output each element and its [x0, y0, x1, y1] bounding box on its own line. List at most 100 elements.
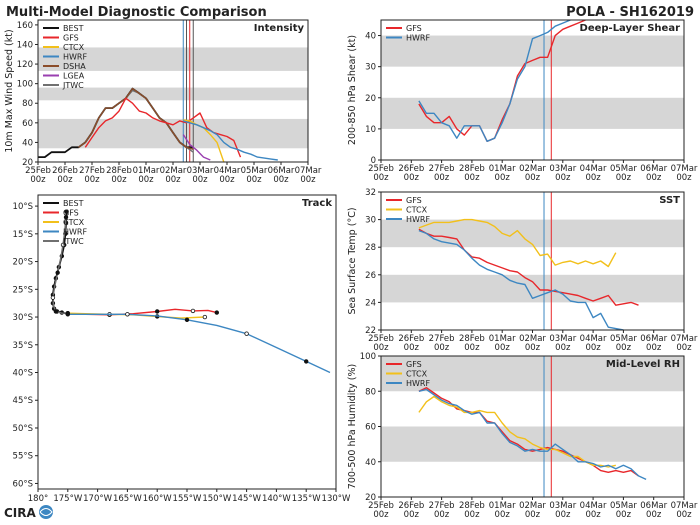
shear-ytick-label: 40	[365, 32, 376, 42]
sst-ytick-label: 28	[365, 243, 376, 253]
intensity-xtick-sublabel: 00z	[30, 175, 46, 185]
shear-xtick-sublabel: 00z	[676, 173, 692, 183]
sst-legend-label: HWRF	[406, 215, 430, 224]
track-xtick-label: 155°W	[173, 494, 202, 504]
rh-legend-label: CTCX	[406, 370, 428, 379]
track-ytick-label: 30°S	[13, 313, 33, 323]
intensity-xtick-label: 07Mar	[295, 166, 322, 176]
shear-ytick-label: 10	[365, 125, 376, 135]
shear-xtick-sublabel: 00z	[464, 173, 480, 183]
track-legend-label: GFS	[63, 209, 79, 218]
sst-xtick-label: 07Mar	[671, 334, 698, 344]
intensity-xtick-label: 02Mar	[160, 166, 187, 176]
track-legend-label: CTCX	[63, 218, 85, 227]
intensity-xtick-sublabel: 00z	[138, 175, 154, 185]
sst-xtick-label: 04Mar	[580, 334, 607, 344]
shear-ytick-label: 20	[365, 94, 376, 104]
rh-ytick-label: 60	[365, 423, 376, 433]
intensity-xtick-sublabel: 00z	[192, 175, 208, 185]
rh-xtick-label: 03Mar	[549, 501, 576, 511]
track-point-jtwc	[60, 242, 66, 248]
storm-id: POLA - SH162019	[566, 5, 694, 20]
figure-title: Multi-Model Diagnostic Comparison	[6, 5, 267, 20]
shear-xtick-sublabel: 00z	[434, 173, 450, 183]
rh-ylabel: 700-500 hPa Humidity (%)	[347, 364, 358, 489]
track-xtick-label: 165°W	[113, 494, 142, 504]
sst-xtick-sublabel: 00z	[464, 343, 480, 353]
track-legend-label: BEST	[63, 199, 84, 208]
sst-xtick-label: 28Feb	[459, 334, 485, 344]
shear-series-hwrf	[418, 20, 573, 143]
shear-xtick-label: 27Feb	[429, 164, 455, 174]
rh-xtick-sublabel: 00z	[495, 510, 511, 520]
intensity-band	[38, 47, 308, 71]
track-point-gfs	[154, 309, 160, 314]
rh-xtick-label: 05Mar	[610, 501, 637, 511]
intensity-xtick-sublabel: 00z	[273, 175, 289, 185]
intensity-xtick-sublabel: 00z	[300, 175, 316, 185]
track-ytick-label: 55°S	[13, 452, 33, 462]
track-point-gfs	[190, 308, 196, 314]
sst-xtick-label: 25Feb	[368, 334, 394, 344]
intensity-ytick-label: 160	[17, 21, 33, 31]
track-ytick-label: 50°S	[13, 424, 33, 434]
rh-ytick-label: 40	[365, 458, 376, 468]
sst-xtick-sublabel: 00z	[373, 343, 389, 353]
intensity-xtick-label: 26Feb	[52, 166, 78, 176]
rh-xtick-sublabel: 00z	[676, 510, 692, 520]
sst-xtick-sublabel: 00z	[646, 343, 662, 353]
rh-ytick-label: 80	[365, 387, 376, 397]
shear-xtick-sublabel: 00z	[616, 173, 632, 183]
intensity-xtick-label: 28Feb	[106, 166, 132, 176]
sst-ytick-label: 22	[365, 326, 376, 336]
sst-series-group	[418, 218, 639, 330]
intensity-xtick-sublabel: 00z	[57, 175, 73, 185]
sst-xtick-sublabel: 00z	[616, 343, 632, 353]
shear-xtick-sublabel: 00z	[404, 173, 420, 183]
track-ytick-label: 20°S	[13, 258, 33, 268]
rh-xtick-label: 04Mar	[580, 501, 607, 511]
shear-xtick-label: 03Mar	[549, 164, 576, 174]
sst-xtick-label: 02Mar	[519, 334, 546, 344]
shear-title: Deep-Layer Shear	[580, 23, 681, 34]
intensity-ytick-label: 80	[22, 99, 33, 109]
rh-series-hwrf	[418, 388, 647, 481]
rh-xtick-sublabel: 00z	[585, 510, 601, 520]
sst-ytick-label: 32	[365, 188, 376, 198]
shear-panel: Deep-Layer Shear01020304025Feb00z26Feb00…	[347, 19, 698, 183]
sst-legend-label: CTCX	[406, 206, 428, 215]
intensity-series-hwrf	[183, 120, 278, 161]
track-point-jtwc	[53, 309, 59, 314]
track-point-hwrf	[244, 331, 249, 336]
intensity-xtick-label: 25Feb	[25, 166, 51, 176]
sst-series-hwrf	[418, 229, 624, 330]
shear-xtick-sublabel: 00z	[555, 173, 571, 183]
intensity-xtick-label: 01Mar	[133, 166, 160, 176]
sst-panel: SST22242628303225Feb00z26Feb00z27Feb00z2…	[347, 188, 698, 353]
shear-ytick-label: 30	[365, 63, 376, 73]
track-ytick-label: 10°S	[13, 202, 33, 212]
sst-legend-label: GFS	[406, 196, 422, 205]
track-point-best	[64, 209, 69, 214]
rh-xtick-sublabel: 00z	[555, 510, 571, 520]
intensity-legend-label: DSHA	[63, 62, 86, 71]
track-xtick-label: 175°W	[53, 494, 82, 504]
shear-xtick-label: 06Mar	[640, 164, 667, 174]
rh-legend-label: HWRF	[406, 379, 430, 388]
sst-band	[381, 219, 684, 248]
track-xtick-label: 160°W	[143, 494, 172, 504]
intensity-title: Intensity	[254, 23, 305, 34]
cira-logo: CIRA	[4, 505, 53, 520]
track-point-hwrf	[304, 359, 309, 364]
intensity-ytick-label: 60	[22, 119, 33, 129]
track-ytick-label: 35°S	[13, 341, 33, 351]
shear-xtick-label: 28Feb	[459, 164, 485, 174]
shear-ytick-label: 0	[371, 156, 376, 166]
shear-ylabel: 200-850 hPa Shear (kt)	[347, 35, 358, 145]
sst-ytick-label: 30	[365, 216, 376, 226]
intensity-ytick-label: 140	[17, 40, 33, 50]
shear-xtick-sublabel: 00z	[525, 173, 541, 183]
track-ytick-label: 40°S	[13, 369, 33, 379]
shear-xtick-label: 01Mar	[489, 164, 516, 174]
panels: Intensity2040608010012014016025Feb00z26F…	[4, 19, 698, 520]
